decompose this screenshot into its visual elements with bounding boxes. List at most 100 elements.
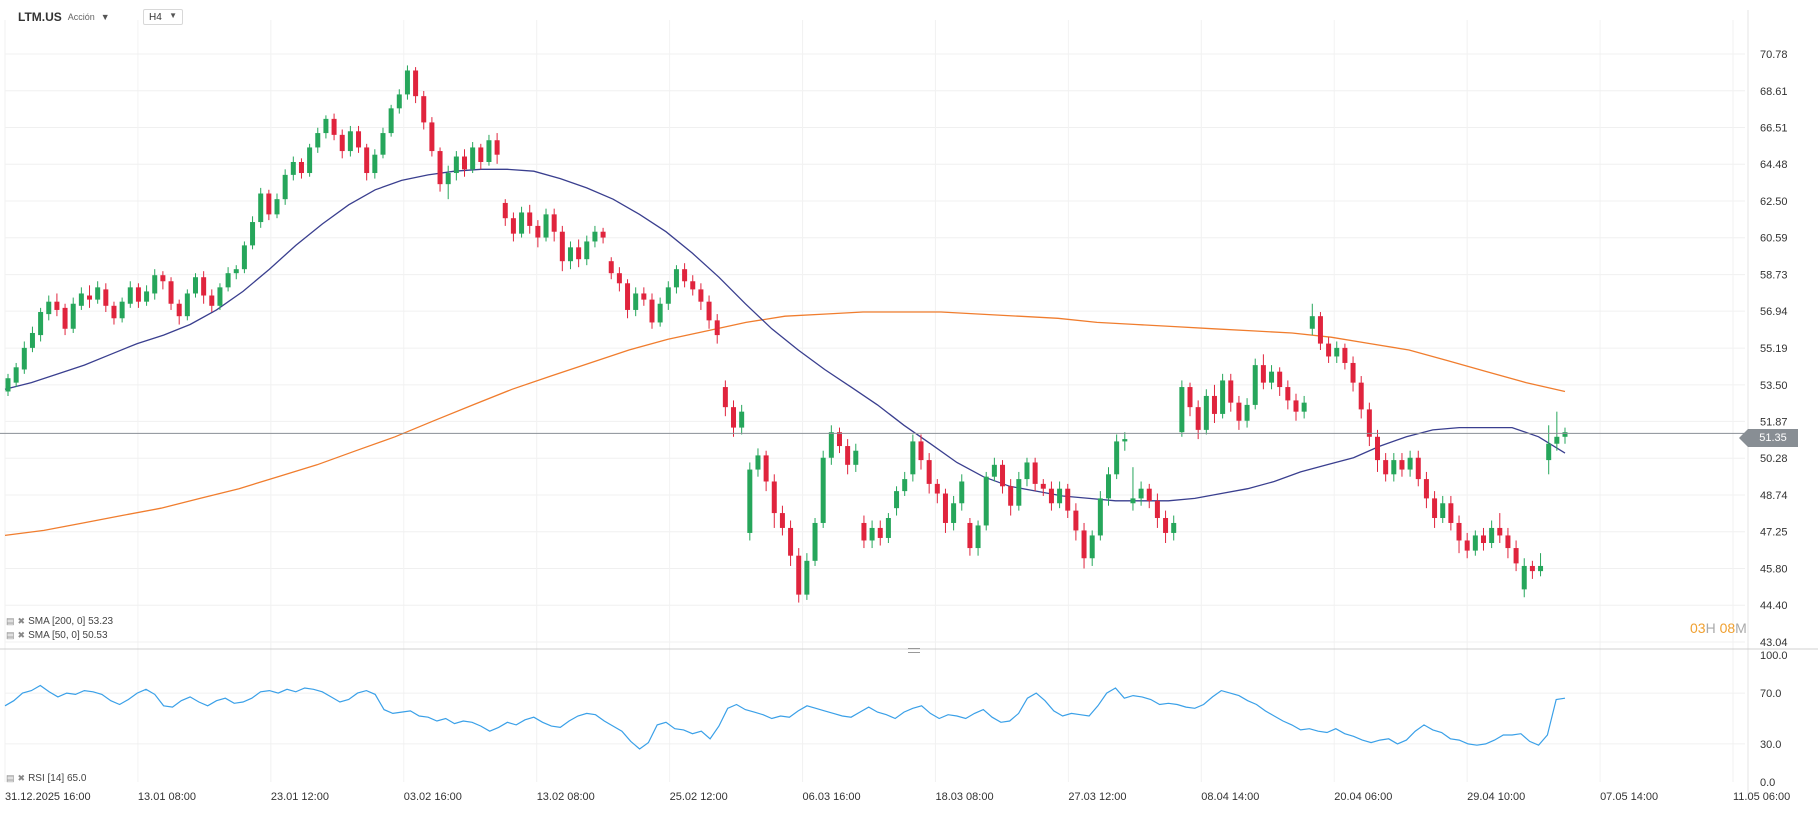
candle[interactable] [470, 142, 476, 174]
candle[interactable] [70, 297, 76, 333]
candle[interactable] [584, 235, 590, 266]
candle[interactable] [135, 283, 141, 308]
legend-rsi[interactable]: ▤ ✖ RSI [14] 65.0 [6, 773, 86, 784]
candle[interactable] [902, 471, 908, 496]
candle[interactable] [396, 89, 402, 114]
candle[interactable] [853, 443, 859, 472]
candle[interactable] [1252, 358, 1258, 410]
candle[interactable] [657, 297, 663, 327]
candle[interactable] [1171, 515, 1177, 541]
candle[interactable] [437, 147, 443, 192]
candle[interactable] [559, 225, 565, 272]
candle[interactable] [877, 520, 883, 546]
instrument-header[interactable]: LTM.US Acción ▼ [18, 10, 110, 24]
candle[interactable] [1472, 530, 1478, 556]
candle[interactable] [1244, 398, 1250, 428]
candle[interactable] [1293, 393, 1299, 421]
candle[interactable] [1309, 303, 1315, 336]
candle[interactable] [1415, 450, 1421, 487]
candle[interactable] [1220, 373, 1226, 419]
pane-resize-handle[interactable] [908, 648, 920, 653]
candle[interactable] [38, 307, 44, 342]
candle[interactable] [258, 187, 264, 228]
remove-indicator-icon[interactable]: ✖ [17, 616, 26, 626]
candle[interactable] [144, 285, 150, 306]
candle[interactable] [1456, 515, 1462, 554]
candle[interactable] [225, 267, 231, 292]
candle[interactable] [828, 425, 834, 465]
remove-indicator-icon[interactable]: ✖ [17, 773, 26, 783]
candle[interactable] [1057, 481, 1063, 509]
candle[interactable] [1114, 434, 1120, 480]
candle[interactable] [1383, 453, 1389, 482]
candle[interactable] [429, 117, 435, 157]
candle[interactable] [1521, 558, 1527, 598]
candle[interactable] [1089, 530, 1095, 566]
candle[interactable] [1032, 457, 1038, 492]
candle[interactable] [1154, 493, 1160, 528]
candle[interactable] [1203, 389, 1209, 435]
candle[interactable] [796, 548, 802, 603]
candles-layer[interactable] [5, 65, 1568, 603]
candle[interactable] [1432, 491, 1438, 528]
candle[interactable] [103, 283, 109, 313]
candle[interactable] [1000, 460, 1006, 494]
candle[interactable] [608, 257, 614, 280]
candle[interactable] [1489, 520, 1495, 549]
candle[interactable] [1399, 453, 1405, 477]
price-axis[interactable]: 70.78 68.61 66.51 64.48 62.50 60.59 58.73 56.94… [0, 10, 1818, 800]
candle[interactable] [991, 457, 997, 482]
candle[interactable] [543, 208, 549, 242]
candle[interactable] [1285, 380, 1291, 410]
candle[interactable] [388, 104, 394, 137]
candle[interactable] [1211, 384, 1217, 424]
candle[interactable] [233, 265, 239, 280]
candle[interactable] [1326, 337, 1332, 363]
candle[interactable] [339, 129, 345, 159]
candle[interactable] [869, 520, 875, 549]
candle[interactable] [356, 125, 362, 153]
candle[interactable] [201, 271, 207, 304]
candle[interactable] [1138, 481, 1144, 506]
candle[interactable] [494, 133, 500, 164]
candle[interactable] [1407, 450, 1413, 477]
candle[interactable] [1350, 356, 1356, 392]
candle[interactable] [404, 65, 410, 100]
candle[interactable] [1024, 457, 1030, 487]
candle[interactable] [250, 216, 256, 250]
candle[interactable] [576, 239, 582, 268]
candle[interactable] [959, 474, 965, 511]
candle[interactable] [1040, 479, 1046, 496]
candle[interactable] [87, 285, 93, 308]
candle[interactable] [1505, 527, 1511, 559]
candle[interactable] [918, 434, 924, 470]
candle[interactable] [885, 513, 891, 544]
candle[interactable] [535, 220, 541, 248]
candle[interactable] [1122, 432, 1128, 451]
candle[interactable] [747, 462, 753, 541]
remove-indicator-icon[interactable]: ✖ [17, 630, 26, 640]
candle[interactable] [1301, 395, 1307, 419]
symbol-dropdown-icon[interactable]: ▼ [100, 12, 110, 22]
timeframe-dropdown-icon[interactable]: ▼ [169, 11, 177, 20]
candle[interactable] [975, 520, 981, 556]
candle[interactable] [478, 143, 484, 170]
candle[interactable] [1073, 503, 1079, 541]
candle[interactable] [951, 495, 957, 531]
candle[interactable] [217, 283, 223, 310]
candle[interactable] [380, 127, 386, 159]
candle[interactable] [298, 158, 304, 179]
candle[interactable] [364, 143, 370, 181]
candle[interactable] [551, 208, 557, 242]
candle[interactable] [942, 488, 948, 533]
candle[interactable] [1440, 495, 1446, 523]
candle[interactable] [1097, 491, 1103, 541]
candle[interactable] [241, 241, 247, 274]
candle[interactable] [706, 295, 712, 329]
candle[interactable] [119, 297, 125, 323]
candle[interactable] [763, 450, 769, 492]
candle[interactable] [21, 341, 27, 374]
candle[interactable] [633, 287, 639, 317]
candle[interactable] [445, 165, 451, 200]
